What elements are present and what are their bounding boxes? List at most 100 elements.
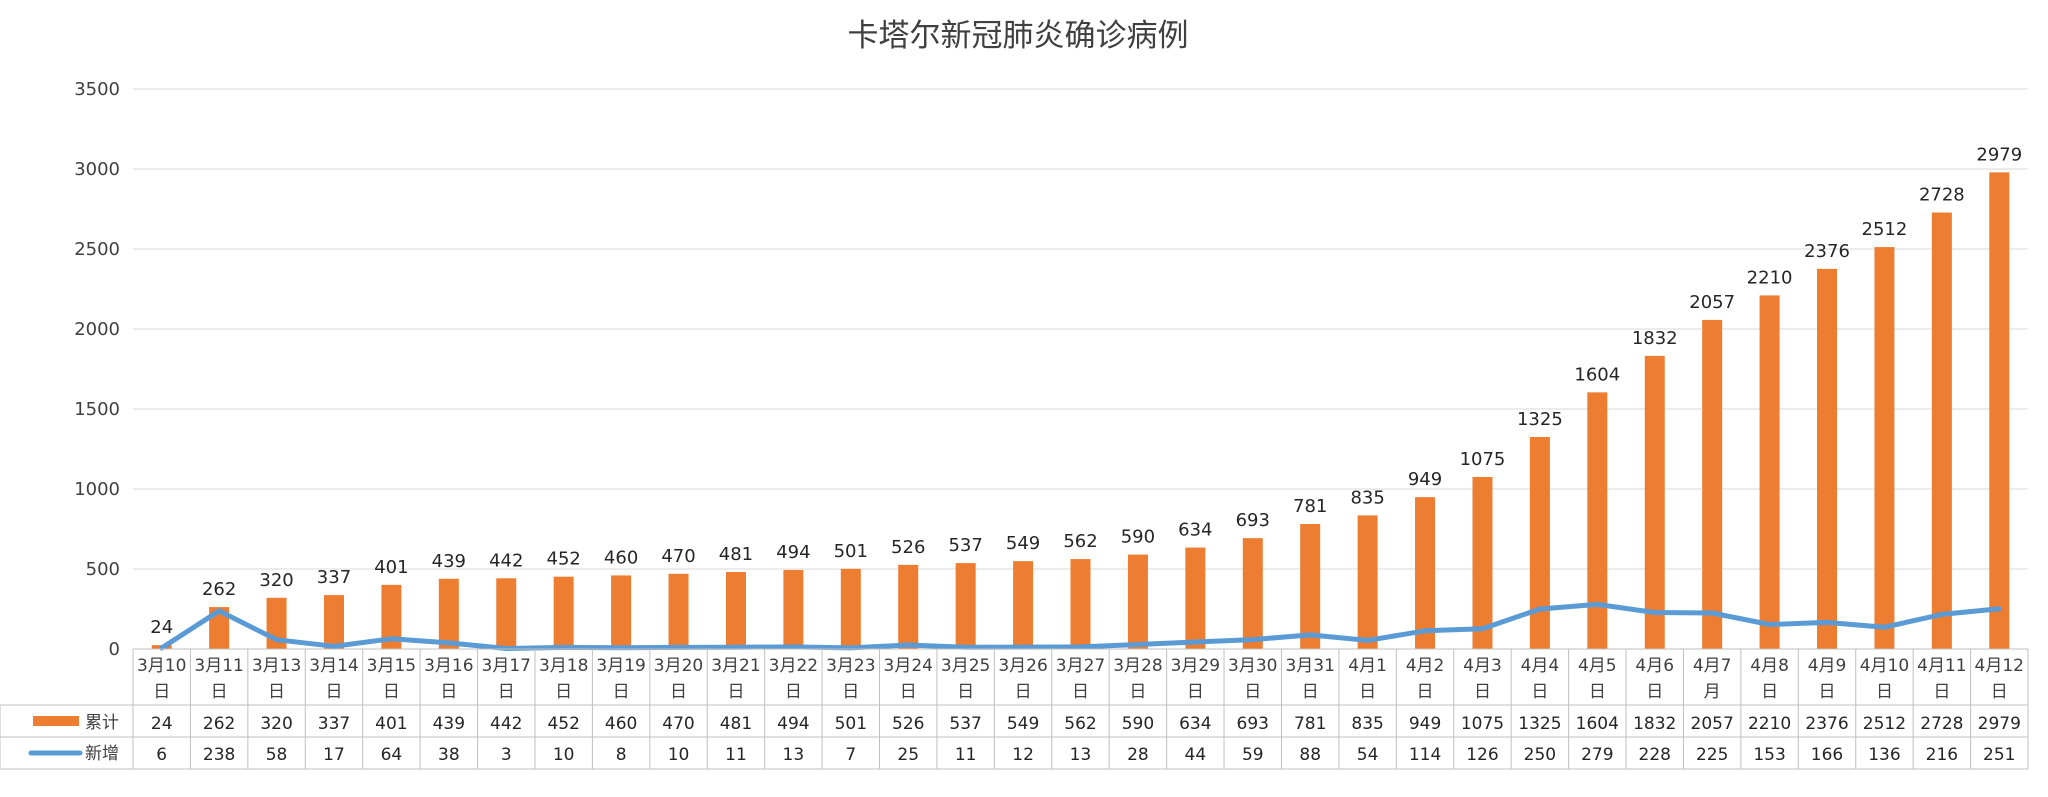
legend-label: 新增 — [85, 744, 119, 764]
x-tick-label: 日 — [1531, 682, 1548, 702]
table-cell: 470 — [662, 714, 694, 734]
table-cell: 2057 — [1691, 714, 1734, 734]
bar — [1357, 515, 1378, 649]
table-cell: 28 — [1127, 745, 1149, 765]
table-cell: 590 — [1122, 714, 1154, 734]
x-tick-label: 日 — [268, 682, 285, 702]
table-cell: 38 — [438, 745, 460, 765]
table-cell: 58 — [266, 745, 288, 765]
bar-series — [151, 172, 2010, 650]
y-tick-label: 2000 — [74, 319, 120, 340]
bar-data-label: 452 — [547, 549, 581, 570]
table-cell: 320 — [260, 714, 292, 734]
line-point — [678, 646, 680, 648]
table-cell: 3 — [501, 745, 512, 765]
bar — [1185, 547, 1206, 649]
line-point — [1481, 628, 1483, 630]
y-tick-label: 500 — [86, 559, 120, 580]
table-cell: 452 — [547, 714, 579, 734]
line-point — [620, 647, 622, 649]
line-point — [850, 647, 852, 649]
table-cell: 1325 — [1518, 714, 1561, 734]
bar — [209, 607, 230, 649]
table-cell: 494 — [777, 714, 809, 734]
x-tick-label: 3月23 — [826, 656, 875, 676]
table-cell: 114 — [1409, 745, 1441, 765]
table-cell: 11 — [725, 745, 747, 765]
x-tick-label: 3月28 — [1113, 656, 1162, 676]
x-tick-label: 日 — [1417, 682, 1434, 702]
bar-data-label: 2376 — [1804, 241, 1850, 262]
bar — [323, 595, 344, 649]
bar-data-label: 2057 — [1689, 292, 1735, 313]
x-tick-label: 日 — [670, 682, 687, 702]
bar-data-label: 1604 — [1574, 364, 1620, 385]
gridlines — [133, 88, 2028, 570]
bar-data-label: 24 — [150, 617, 173, 638]
table-cell: 126 — [1466, 745, 1498, 765]
table-cell: 10 — [553, 745, 575, 765]
table-cell: 12 — [1012, 745, 1034, 765]
bar-data-label: 549 — [1006, 533, 1040, 554]
x-tick-label: 4月1 — [1348, 656, 1387, 676]
bar-data-label: 442 — [489, 550, 523, 571]
line-point — [1252, 639, 1254, 641]
x-tick-label: 日 — [325, 682, 342, 702]
line-point — [965, 646, 967, 648]
line-point — [390, 638, 392, 640]
table-cell: 337 — [318, 714, 350, 734]
x-tick-label: 4月9 — [1808, 656, 1847, 676]
table-cell: 59 — [1242, 745, 1264, 765]
bar — [1817, 268, 1838, 649]
y-tick-label: 1500 — [74, 399, 120, 420]
bar-data-label: 2728 — [1919, 185, 1965, 206]
x-tick-label: 4月11 — [1917, 656, 1966, 676]
bar — [1415, 497, 1436, 649]
table-cell: 11 — [955, 745, 977, 765]
table-cell: 64 — [381, 745, 403, 765]
line-point — [1539, 608, 1541, 610]
bar-data-label: 337 — [317, 567, 351, 588]
line-point — [161, 647, 163, 649]
table-cell: 13 — [783, 745, 805, 765]
line-point — [1941, 613, 1943, 615]
x-tick-label: 3月26 — [998, 656, 1047, 676]
x-tick-label: 3月25 — [941, 656, 990, 676]
table-cell: 1075 — [1461, 714, 1504, 734]
table-cell: 526 — [892, 714, 924, 734]
bar — [1472, 477, 1493, 649]
x-tick-label: 3月17 — [482, 656, 531, 676]
table-cell: 634 — [1179, 714, 1211, 734]
bar-data-label: 835 — [1350, 487, 1384, 508]
bar — [898, 564, 919, 649]
x-tick-label: 日 — [498, 682, 515, 702]
legend-key-bar — [33, 716, 79, 726]
line-series — [159, 601, 2002, 651]
x-tick-label: 日 — [1819, 682, 1836, 702]
bar-data-label: 2512 — [1862, 219, 1908, 240]
x-tick-label: 3月30 — [1228, 656, 1277, 676]
bar — [1013, 561, 1034, 649]
bar — [783, 569, 804, 649]
table-cell: 2728 — [1920, 714, 1963, 734]
line-point — [563, 646, 565, 648]
bar-data-label: 781 — [1293, 496, 1327, 517]
x-tick-label: 日 — [1933, 682, 1950, 702]
x-tick-label: 日 — [1991, 682, 2008, 702]
line-point — [735, 646, 737, 648]
bar-data-label: 634 — [1178, 520, 1212, 541]
line-point — [1711, 612, 1713, 614]
x-tick-label: 日 — [1129, 682, 1146, 702]
x-tick-label: 日 — [1015, 682, 1032, 702]
x-tick-label: 日 — [1302, 682, 1319, 702]
x-tick-label: 日 — [1072, 682, 1089, 702]
line-point — [907, 644, 909, 646]
bar — [1989, 172, 2010, 650]
line-point — [1883, 626, 1885, 628]
table-cell: 2376 — [1805, 714, 1848, 734]
bar — [840, 568, 861, 649]
y-tick-label: 2500 — [74, 239, 120, 260]
table-cell: 216 — [1926, 745, 1958, 765]
bar — [955, 563, 976, 649]
